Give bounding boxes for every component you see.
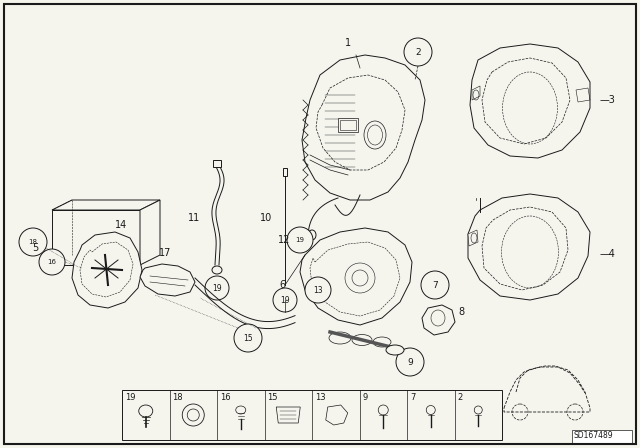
Text: 19: 19	[296, 237, 305, 243]
Text: 6: 6	[279, 280, 285, 290]
Text: 5: 5	[32, 243, 38, 253]
Polygon shape	[52, 210, 140, 265]
Polygon shape	[468, 230, 478, 246]
Text: 7: 7	[410, 393, 415, 402]
Polygon shape	[338, 118, 358, 132]
Text: 17: 17	[159, 248, 171, 258]
Text: 10: 10	[260, 213, 272, 223]
Polygon shape	[52, 200, 160, 210]
Text: 15: 15	[268, 393, 278, 402]
Polygon shape	[326, 405, 348, 425]
Ellipse shape	[352, 335, 372, 345]
Ellipse shape	[236, 406, 246, 414]
Text: 16: 16	[47, 259, 56, 265]
Ellipse shape	[474, 406, 483, 414]
Text: 19: 19	[125, 393, 136, 402]
Text: 16: 16	[220, 393, 230, 402]
Text: —3: —3	[600, 95, 616, 105]
Circle shape	[188, 409, 199, 421]
Circle shape	[19, 228, 47, 256]
Circle shape	[39, 249, 65, 275]
Polygon shape	[140, 200, 160, 265]
Circle shape	[287, 227, 313, 253]
Text: 14: 14	[115, 220, 127, 230]
Text: 2: 2	[415, 47, 421, 56]
Polygon shape	[276, 407, 300, 423]
Circle shape	[273, 288, 297, 312]
Circle shape	[396, 348, 424, 376]
Polygon shape	[472, 86, 480, 100]
Text: 1: 1	[345, 38, 351, 48]
Circle shape	[234, 324, 262, 352]
Text: 13: 13	[315, 393, 326, 402]
Text: 9: 9	[362, 393, 368, 402]
Text: 18: 18	[173, 393, 183, 402]
Text: 19: 19	[280, 296, 290, 305]
Ellipse shape	[212, 266, 222, 274]
Polygon shape	[572, 430, 632, 444]
Circle shape	[182, 404, 204, 426]
Text: 8: 8	[458, 307, 464, 317]
Circle shape	[305, 277, 331, 303]
Ellipse shape	[373, 337, 391, 347]
Text: 13: 13	[313, 285, 323, 294]
Polygon shape	[213, 160, 221, 167]
Ellipse shape	[364, 121, 386, 149]
Text: 7: 7	[432, 280, 438, 289]
Text: SD167489: SD167489	[574, 431, 614, 440]
Polygon shape	[300, 228, 412, 325]
Text: 9: 9	[407, 358, 413, 366]
Text: —4: —4	[600, 249, 616, 259]
Polygon shape	[122, 390, 502, 440]
Text: 18: 18	[29, 239, 38, 245]
Text: 12: 12	[278, 235, 290, 245]
Polygon shape	[302, 55, 425, 200]
Circle shape	[205, 276, 229, 300]
Polygon shape	[140, 264, 195, 296]
Circle shape	[404, 38, 432, 66]
Ellipse shape	[329, 332, 351, 344]
Polygon shape	[283, 168, 287, 176]
Text: 15: 15	[243, 333, 253, 343]
Polygon shape	[422, 305, 455, 335]
Text: 11: 11	[188, 213, 200, 223]
Ellipse shape	[139, 405, 153, 417]
Text: 19: 19	[212, 284, 222, 293]
Circle shape	[421, 271, 449, 299]
Ellipse shape	[426, 405, 435, 414]
Polygon shape	[72, 232, 142, 308]
Polygon shape	[470, 44, 590, 158]
Ellipse shape	[308, 230, 316, 240]
Text: 2: 2	[458, 393, 463, 402]
Polygon shape	[468, 194, 590, 300]
Ellipse shape	[386, 345, 404, 355]
Ellipse shape	[378, 405, 388, 415]
